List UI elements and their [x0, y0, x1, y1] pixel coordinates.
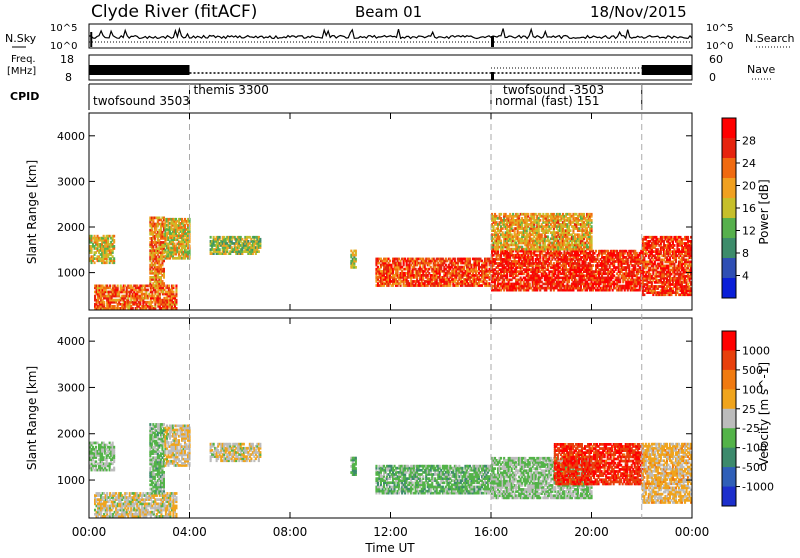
- echo-cell: [175, 285, 177, 288]
- echo-cell: [643, 293, 645, 296]
- echo-cell: [454, 258, 456, 261]
- echo-cell: [163, 260, 165, 263]
- echo-cell: [172, 285, 174, 288]
- echo-cell: [592, 264, 594, 267]
- echo-cell: [132, 307, 134, 310]
- power-echoes: [89, 213, 694, 310]
- echo-cell: [175, 307, 177, 310]
- nsky-tick-top: 10^5: [50, 23, 77, 34]
- echo-cell: [355, 250, 357, 253]
- echo-cell: [109, 285, 111, 288]
- echo-cell: [103, 301, 105, 304]
- echo-cell: [94, 261, 96, 264]
- nave-label: Nave: [747, 63, 775, 76]
- echo-cell: [527, 213, 529, 216]
- freq-trace: [89, 65, 692, 80]
- nsky-trace: [89, 29, 692, 48]
- echo-cell: [219, 236, 221, 239]
- echo-cell: [168, 285, 170, 288]
- echo-cell: [113, 245, 115, 248]
- echo-cell: [591, 219, 593, 222]
- echo-cell: [569, 229, 571, 232]
- freq-block: [89, 65, 190, 75]
- echo-cell: [500, 240, 502, 243]
- beam-title: Beam 01: [355, 3, 422, 21]
- nsky-tick-bottom: 10^0: [50, 41, 77, 52]
- echo-cell: [355, 258, 357, 261]
- echo-cell: [591, 213, 593, 216]
- echo-cell: [113, 257, 115, 260]
- echo-cell: [210, 236, 212, 239]
- echo-cell: [591, 235, 593, 238]
- nsky-spike: [90, 32, 92, 47]
- echo-cell: [219, 248, 221, 251]
- cpid-label: CPID: [10, 90, 39, 103]
- echo-cell: [595, 250, 597, 253]
- echo-cell: [117, 285, 119, 288]
- nsky-label: N.Sky: [5, 32, 37, 45]
- echo-cell: [163, 282, 165, 285]
- echo-cell: [389, 260, 391, 263]
- nave-tick-top: 60: [709, 53, 723, 66]
- cpid-mode-label: twofsound -3503: [503, 83, 604, 97]
- echo-cell: [529, 283, 531, 286]
- echo-cell: [547, 235, 549, 238]
- echo-cell: [113, 235, 115, 238]
- cpid-mode-label: themis 3300: [194, 83, 269, 97]
- echo-cell: [259, 238, 261, 241]
- echo-cell: [469, 258, 471, 261]
- echo-cell: [583, 213, 585, 216]
- echo-cell: [147, 289, 149, 292]
- date-title: 18/Nov/2015: [590, 3, 687, 21]
- freq-label-line2: [MHz]: [7, 66, 36, 77]
- freq-tick-bottom: 8: [65, 71, 72, 84]
- cpid-mode-label: twofsound 3503: [93, 94, 190, 108]
- echo-cell: [355, 266, 357, 269]
- freq-label-line1: Freq.: [11, 54, 36, 65]
- echo-cell: [175, 299, 177, 302]
- echo-cell: [113, 239, 115, 242]
- nsky-line: [89, 29, 692, 39]
- echo-cell: [591, 225, 593, 228]
- echo-cell: [539, 219, 541, 222]
- echo-cell: [172, 291, 174, 294]
- freq-tick-top: 18: [60, 53, 74, 66]
- freq-block: [642, 65, 692, 75]
- nsearch-label: N.Search: [745, 32, 795, 45]
- echo-cell: [258, 250, 260, 253]
- echo-cell: [163, 268, 165, 271]
- nsearch-tick-top: 10^5: [706, 23, 733, 34]
- nave-tick-bottom: 0: [709, 71, 716, 84]
- station-title: Clyde River (fitACF): [91, 2, 257, 22]
- nsearch-tick-bottom: 10^0: [706, 41, 733, 52]
- freq-spike: [491, 72, 494, 80]
- echo-cell: [500, 213, 502, 216]
